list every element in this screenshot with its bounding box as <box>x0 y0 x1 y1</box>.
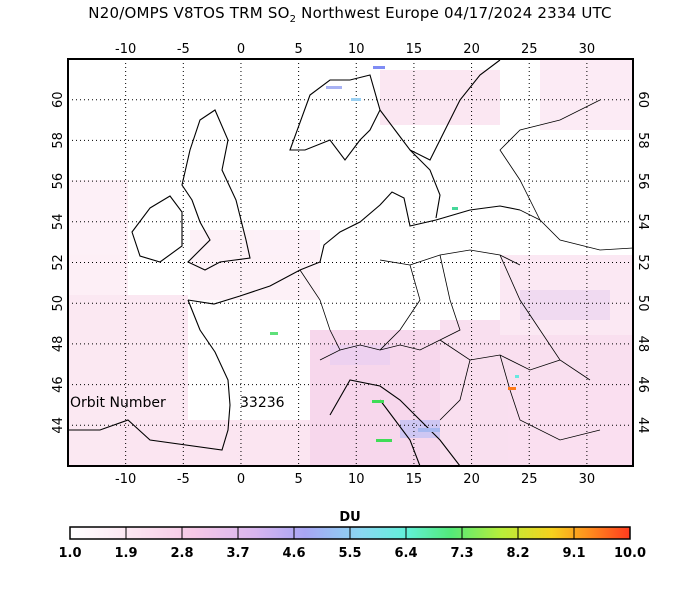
lat-tick-label-left: 52 <box>51 254 66 271</box>
country-borders <box>299 99 633 441</box>
lon-tick-label-bottom: 15 <box>406 472 423 487</box>
colorbar-tick-label: 2.8 <box>170 546 193 561</box>
colorbar-tick-label: 8.2 <box>506 546 529 561</box>
lat-tick-label-left: 58 <box>51 132 66 149</box>
lon-tick-label-top: 15 <box>406 42 423 57</box>
lat-tick-label-left: 60 <box>51 91 66 108</box>
colorbar-tick-label: 5.5 <box>338 546 361 561</box>
lat-tick-label-right: 58 <box>635 132 650 149</box>
lat-tick-label-left: 56 <box>51 173 66 190</box>
orbit-number-value: 33236 <box>240 395 285 411</box>
lon-tick-label-top: 10 <box>348 42 365 57</box>
lon-tick-label-bottom: 0 <box>237 472 245 487</box>
lat-ticks-left: 44 46 48 50 52 54 56 58 60 <box>51 91 66 433</box>
lon-tick-label-top: -10 <box>115 42 136 57</box>
lon-tick-label-bottom: -5 <box>177 472 190 487</box>
map-title: N20/OMPS V8TOS TRM SO2 Northwest Europe … <box>88 4 612 25</box>
colorbar-unit-label: DU <box>339 510 360 525</box>
map-frame <box>67 58 634 467</box>
lon-tick-label-top: 30 <box>579 42 596 57</box>
so2-hotspots <box>270 66 519 442</box>
orbit-number-label: Orbit Number <box>70 395 166 411</box>
lon-tick-label-bottom: 25 <box>521 472 538 487</box>
lat-tick-label-right: 54 <box>635 214 650 231</box>
lat-tick-label-right: 56 <box>635 173 650 190</box>
colorbar-tick-label: 10.0 <box>614 546 646 561</box>
colorbar-tick-label: 6.4 <box>394 546 417 561</box>
lon-tick-label-bottom: 20 <box>463 472 480 487</box>
lon-tick-label-bottom: 5 <box>294 472 302 487</box>
lon-tick-label-top: 25 <box>521 42 538 57</box>
lon-tick-label-top: 20 <box>463 42 480 57</box>
lon-tick-label-bottom: 30 <box>579 472 596 487</box>
lat-ticks-right: 44 46 48 50 52 54 56 58 60 <box>635 91 650 433</box>
lat-tick-label-left: 44 <box>51 417 66 434</box>
colorbar-tick-label: 1.0 <box>58 546 81 561</box>
lat-tick-label-right: 50 <box>635 295 650 312</box>
lon-tick-label-bottom: -10 <box>115 472 136 487</box>
colorbar-tick-label: 3.7 <box>226 546 249 561</box>
lat-tick-label-right: 60 <box>635 91 650 108</box>
lat-tick-label-left: 46 <box>51 376 66 393</box>
colorbar-tick-label: 9.1 <box>562 546 585 561</box>
lat-tick-label-right: 52 <box>635 254 650 271</box>
lon-ticks-top: -10 -5 0 5 10 15 20 25 30 <box>115 42 595 57</box>
lat-tick-label-left: 54 <box>51 214 66 231</box>
colorbar-tick-label: 1.9 <box>114 546 137 561</box>
coastlines <box>68 59 521 466</box>
colorbar-ticks: 1.0 1.9 2.8 3.7 4.6 5.5 6.4 7.3 8.2 9.1 10.0 <box>58 527 646 561</box>
lon-ticks-bottom: -10 -5 0 5 10 15 20 25 30 <box>115 472 595 487</box>
colorbar-tick-label: 4.6 <box>282 546 305 561</box>
lon-tick-label-top: -5 <box>177 42 190 57</box>
lat-tick-label-left: 50 <box>51 295 66 312</box>
colorbar-tick-label: 7.3 <box>450 546 473 561</box>
so2-swath-layer <box>68 60 633 466</box>
lon-tick-label-bottom: 10 <box>348 472 365 487</box>
lat-tick-label-right: 46 <box>635 376 650 393</box>
lat-tick-label-left: 48 <box>51 336 66 353</box>
lat-tick-label-right: 44 <box>635 417 650 434</box>
lon-tick-label-top: 5 <box>294 42 302 57</box>
lon-tick-label-top: 0 <box>237 42 245 57</box>
lat-tick-label-right: 48 <box>635 336 650 353</box>
map-plot-area: Orbit Number 33236 <box>68 59 633 466</box>
